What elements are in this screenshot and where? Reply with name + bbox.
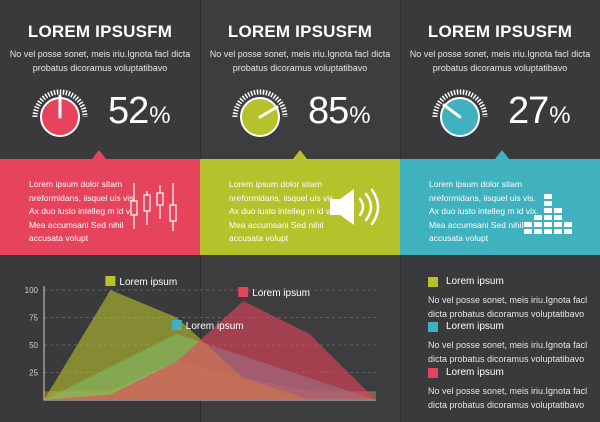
equalizer-bar — [564, 222, 572, 227]
gauge-icon — [432, 89, 488, 137]
equalizer-bar — [554, 215, 562, 220]
legend-label: Lorem ipsum — [446, 276, 504, 287]
gauge-needle — [258, 105, 279, 119]
legend-label: Lorem ipsum — [446, 321, 504, 332]
equalizer-bar — [544, 201, 552, 206]
area-series — [44, 290, 376, 400]
column-title: LOREM IPSUSFM — [227, 22, 373, 41]
equalizer-bar — [544, 229, 552, 234]
legend-label: Lorem ipsum — [446, 367, 504, 378]
area-chart: 100 75 50 25 Lorem ipsum Lorem ipsum Lorem ips… — [25, 276, 376, 401]
legend-description: No vel posse sonet, meis iriu.Ignota fac… — [428, 386, 588, 410]
speaker-icon — [330, 188, 380, 226]
percent-value: 85% — [308, 90, 371, 132]
equalizer-bar — [544, 194, 552, 199]
y-tick-label: 25 — [29, 369, 38, 378]
equalizer-bar — [544, 222, 552, 227]
band-text: Lorem ipsum dolor sitam nreformidans, ii… — [29, 179, 139, 243]
y-tick-label: 50 — [29, 341, 38, 350]
equalizer-bar — [524, 229, 532, 234]
equalizer-bar — [544, 208, 552, 213]
column-description: No vel posse sonet, meis iriu.Ignota fac… — [209, 49, 391, 73]
y-tick-label: 75 — [29, 314, 38, 323]
info-band-lime: Lorem ipsum dolor sitam nreformidans, ii… — [200, 150, 400, 255]
legend-description: No vel posse sonet, meis iriu.Ignota fac… — [428, 340, 588, 364]
band-text: Lorem ipsum dolor sitam nreformidans, ii… — [229, 179, 339, 243]
series-label: Lorem ipsum — [186, 321, 244, 332]
legend-swatch — [428, 368, 438, 378]
area-series — [44, 301, 376, 400]
column-description: No vel posse sonet, meis iriu.Ignota fac… — [409, 49, 591, 73]
column-title: LOREM IPSUSFM — [427, 22, 573, 41]
info-band-teal: Lorem ipsum dolor sitam nreformidans, ii… — [400, 150, 600, 255]
legend-swatch — [428, 322, 438, 332]
series-label: Lorem ipsum — [119, 277, 177, 288]
equalizer-bar — [554, 222, 562, 227]
legend-swatch — [428, 277, 438, 287]
series-label: Lorem ipsum — [252, 288, 310, 299]
column-description: No vel posse sonet, meis iriu.Ignota fac… — [9, 49, 191, 73]
gauge-icon — [32, 89, 88, 137]
column-title: LOREM IPSUSFM — [27, 22, 173, 41]
equalizer-icon — [524, 194, 572, 234]
series-marker — [171, 320, 182, 330]
band-pointer — [92, 150, 106, 159]
equalizer-bar — [544, 215, 552, 220]
equalizer-bar — [534, 222, 542, 227]
band-pointer — [293, 150, 307, 159]
series-marker — [105, 276, 116, 286]
band-pointer — [495, 150, 509, 159]
equalizer-bar — [534, 229, 542, 234]
band-text: Lorem ipsum dolor sitam nreformidans, ii… — [429, 179, 539, 243]
equalizer-bar — [524, 222, 532, 227]
info-band-red: Lorem ipsum dolor sitam nreformidans, ii… — [0, 150, 200, 255]
percent-value: 52% — [108, 90, 171, 132]
equalizer-bar — [534, 215, 542, 220]
percent-value: 27% — [508, 90, 571, 132]
y-tick-label: 100 — [25, 286, 39, 295]
equalizer-bar — [554, 229, 562, 234]
equalizer-bar — [564, 229, 572, 234]
candlestick-icon — [130, 183, 177, 231]
gauge-needle — [442, 103, 462, 119]
legend-description: No vel posse sonet, meis iriu.Ignota fac… — [428, 295, 588, 319]
equalizer-bar — [554, 208, 562, 213]
series-marker — [238, 287, 249, 297]
gauge-icon — [232, 89, 288, 137]
